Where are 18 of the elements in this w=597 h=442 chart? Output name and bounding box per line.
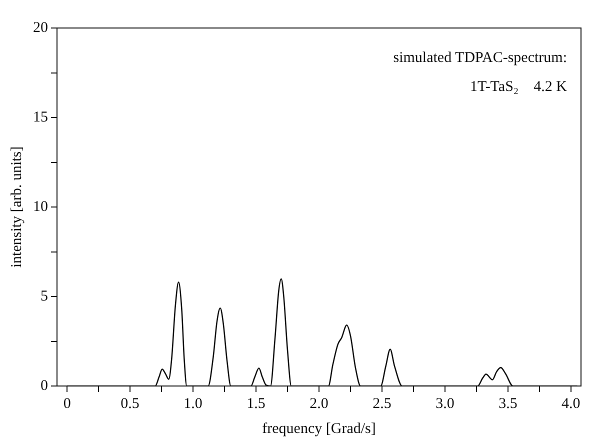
x-tick-label: 0.5: [120, 396, 140, 412]
y-tick-label: 20: [33, 20, 48, 36]
x-tick-label: 2.5: [372, 396, 392, 412]
annotation: simulated TDPAC-spectrum:: [393, 50, 567, 66]
annotation: 1T-TaS₂ 4.2 K: [470, 79, 568, 95]
y-tick-label: 15: [33, 109, 48, 126]
y-tick-label: 0: [40, 378, 48, 394]
x-tick-label: 1.0: [184, 396, 202, 412]
x-tick-label: 4.0: [562, 396, 580, 412]
y-tick-label: 10: [33, 198, 48, 215]
x-tick-label: 3.0: [436, 396, 454, 412]
x-tick-label: 3.5: [498, 396, 518, 412]
x-tick-label: 2.0: [310, 396, 328, 412]
x-tick-label: 1.5: [246, 396, 266, 412]
x-axis-title: frequency [Grad/s]: [262, 420, 376, 437]
y-axis-title: intensity [arb. units]: [8, 146, 25, 268]
y-tick-label: 5: [40, 288, 48, 304]
x-tick-label: 0: [63, 396, 71, 412]
